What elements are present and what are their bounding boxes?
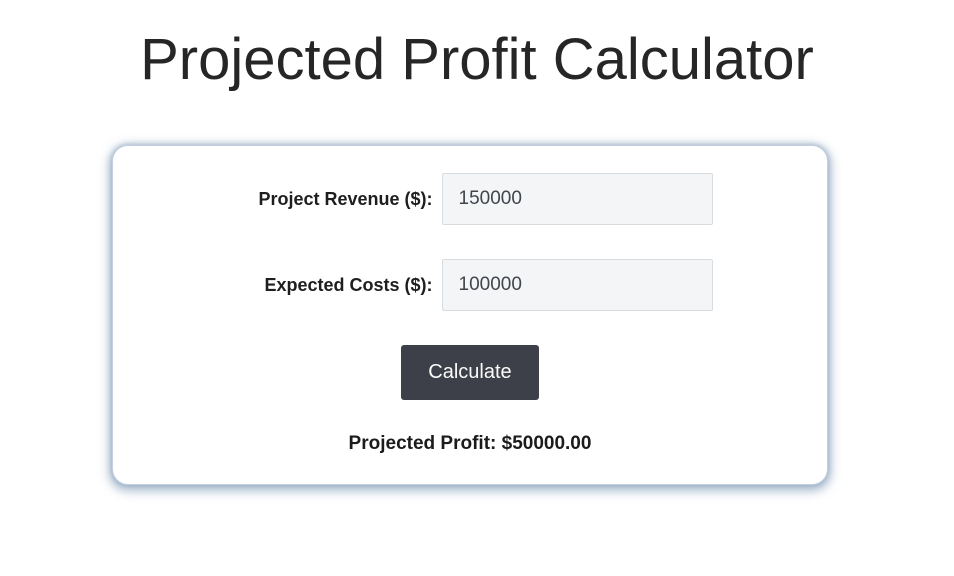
revenue-input[interactable] bbox=[441, 173, 713, 225]
calculator-card: Project Revenue ($): Expected Costs ($):… bbox=[112, 145, 828, 485]
costs-row: Expected Costs ($): bbox=[228, 259, 713, 311]
revenue-label: Project Revenue ($): bbox=[258, 188, 433, 209]
page: Projected Profit Calculator Project Reve… bbox=[0, 26, 954, 485]
projected-profit-result: Projected Profit: $50000.00 bbox=[348, 433, 592, 454]
costs-label: Expected Costs ($): bbox=[264, 274, 433, 295]
costs-input[interactable] bbox=[441, 259, 713, 311]
calculate-button[interactable]: Calculate bbox=[401, 345, 539, 400]
page-title: Projected Profit Calculator bbox=[140, 27, 814, 92]
revenue-row: Project Revenue ($): bbox=[228, 173, 713, 225]
